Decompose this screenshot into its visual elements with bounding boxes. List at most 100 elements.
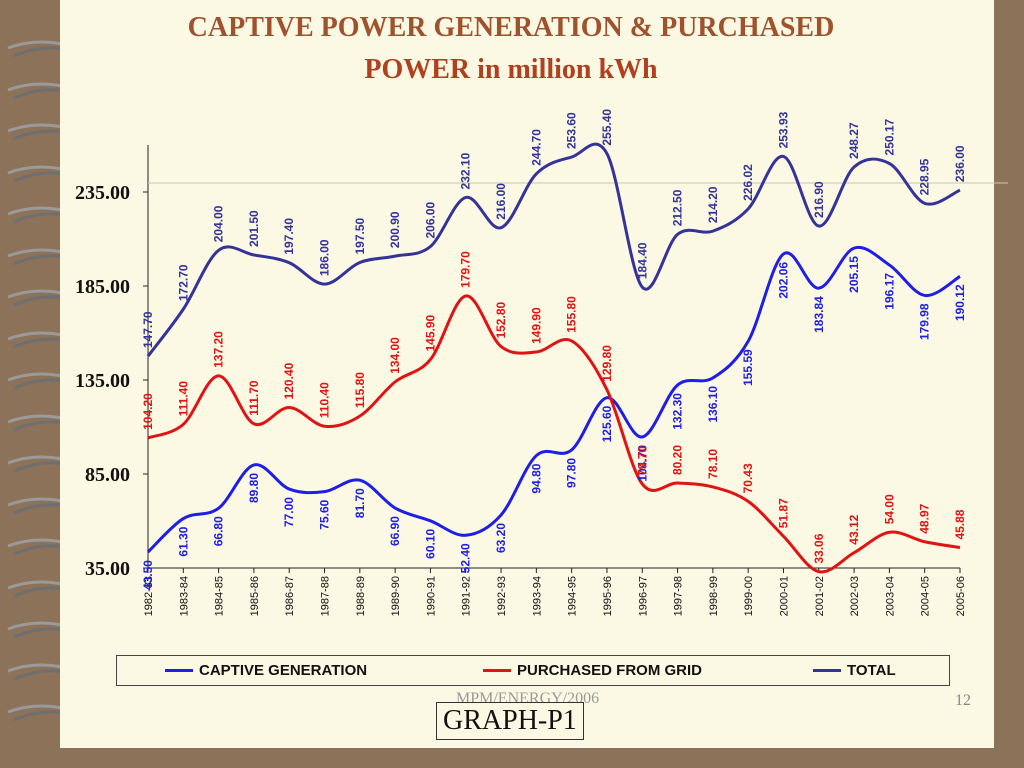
data-label-captive: 104.70 — [635, 445, 649, 482]
data-label-captive: 202.06 — [776, 262, 790, 299]
data-label-purchased: 104.20 — [141, 393, 155, 430]
data-label-captive: 60.10 — [423, 528, 437, 558]
legend-label-captive: CAPTIVE GENERATION — [199, 662, 368, 679]
x-tick-label: 1988-89 — [355, 576, 367, 616]
data-label-captive: 75.60 — [318, 499, 332, 529]
legend-swatch-captive — [165, 669, 193, 672]
data-label-total: 253.60 — [565, 112, 579, 149]
data-label-purchased: 134.00 — [388, 337, 402, 374]
x-tick-label: 1989-90 — [390, 576, 402, 616]
chart-legend: CAPTIVE GENERATION PURCHASED FROM GRID T… — [116, 655, 950, 686]
x-tick-label: 1995-96 — [602, 576, 614, 616]
data-label-captive: 196.17 — [882, 273, 896, 310]
data-label-total: 197.50 — [353, 217, 367, 254]
data-label-captive: 66.90 — [388, 516, 402, 546]
data-label-captive: 61.30 — [176, 526, 190, 556]
legend-swatch-total — [813, 669, 841, 672]
data-label-purchased: 149.90 — [529, 307, 543, 344]
data-label-captive: 89.80 — [247, 473, 261, 503]
legend-label-total: TOTAL — [847, 662, 896, 679]
data-label-purchased: 155.80 — [565, 296, 579, 333]
series-line-captive — [146, 245, 961, 554]
legend-item-captive: CAPTIVE GENERATION — [165, 662, 367, 679]
data-label-captive: 81.70 — [353, 488, 367, 518]
data-label-captive: 125.60 — [600, 405, 614, 442]
data-label-total: 204.00 — [212, 205, 226, 242]
x-tick-label: 2002-03 — [849, 576, 861, 616]
x-tick-label: 1999-00 — [743, 576, 755, 616]
data-label-captive: 155.59 — [741, 349, 755, 386]
data-label-total: 228.95 — [918, 158, 932, 195]
title-line-2: POWER in million kWh — [364, 54, 658, 85]
x-tick-label: 1991-92 — [461, 576, 473, 616]
legend-item-purchased: PURCHASED FROM GRID — [483, 662, 702, 679]
data-label-captive: 132.30 — [671, 393, 685, 430]
data-label-purchased: 137.20 — [212, 331, 226, 368]
data-label-total: 206.00 — [423, 201, 437, 238]
data-label-total: 255.40 — [600, 109, 614, 146]
data-label-purchased: 70.43 — [741, 463, 755, 493]
x-tick-label: 1992-93 — [496, 576, 508, 616]
x-tick-label: 1996-97 — [637, 576, 649, 616]
x-tick-label: 1994-95 — [567, 576, 579, 616]
slide — [60, 0, 994, 748]
data-label-total: 214.20 — [706, 186, 720, 223]
x-tick-label: 1998-99 — [708, 576, 720, 616]
data-label-captive: 190.12 — [953, 284, 967, 321]
data-label-purchased: 120.40 — [282, 362, 296, 399]
y-tick-label: 235.00 — [75, 182, 130, 204]
series-line-total — [146, 142, 961, 358]
graph-label: GRAPH-P1 — [436, 702, 584, 740]
data-label-total: 216.00 — [494, 183, 508, 220]
data-label-total: 236.00 — [953, 145, 967, 182]
y-tick-label: 135.00 — [75, 370, 130, 392]
legend-label-purchased: PURCHASED FROM GRID — [517, 662, 703, 679]
y-tick-label: 185.00 — [75, 276, 130, 298]
data-label-total: 201.50 — [247, 210, 261, 247]
data-label-total: 253.93 — [776, 111, 790, 148]
data-label-purchased: 80.20 — [671, 445, 685, 475]
data-label-total: 200.90 — [388, 211, 402, 248]
data-label-purchased: 129.80 — [600, 345, 614, 382]
data-label-purchased: 152.80 — [494, 302, 508, 339]
legend-swatch-purchased — [483, 669, 511, 672]
x-tick-label: 1985-86 — [249, 576, 261, 616]
data-label-captive: 97.80 — [565, 458, 579, 488]
data-label-total: 232.10 — [459, 152, 473, 189]
data-label-total: 216.90 — [812, 181, 826, 218]
x-tick-label: 1997-98 — [673, 576, 685, 616]
data-label-total: 172.70 — [176, 264, 190, 301]
data-label-captive: 205.15 — [847, 256, 861, 293]
data-label-purchased: 111.70 — [247, 380, 261, 416]
x-tick-label: 1984-85 — [214, 576, 226, 616]
data-label-captive: 179.98 — [918, 303, 932, 340]
legend-item-total: TOTAL — [813, 662, 896, 679]
data-label-captive: 77.00 — [282, 497, 296, 527]
y-tick-label: 85.00 — [85, 464, 130, 486]
data-label-captive: 63.20 — [494, 523, 508, 553]
x-tick-label: 2001-02 — [814, 576, 826, 616]
x-tick-label: 2004-05 — [920, 576, 932, 616]
data-label-purchased: 110.40 — [318, 382, 332, 418]
data-label-total: 250.17 — [882, 118, 896, 155]
x-tick-label: 1990-91 — [425, 576, 437, 616]
x-tick-label: 1983-84 — [178, 576, 190, 616]
data-label-purchased: 115.80 — [353, 372, 367, 408]
chart-title: CAPTIVE POWER GENERATION & PURCHASED POW… — [60, 10, 962, 90]
x-tick-label: 1982-83 — [143, 576, 155, 616]
data-label-total: 186.00 — [318, 239, 332, 276]
data-label-captive: 136.10 — [706, 386, 720, 423]
x-tick-label: 1993-94 — [531, 576, 543, 616]
x-tick-label: 1986-87 — [284, 576, 296, 616]
data-label-captive: 66.80 — [212, 516, 226, 546]
data-label-purchased: 54.00 — [882, 494, 896, 524]
data-label-total: 212.50 — [671, 189, 685, 226]
data-label-captive: 183.84 — [812, 296, 826, 333]
data-label-purchased: 78.10 — [706, 449, 720, 479]
data-label-purchased: 111.40 — [176, 381, 190, 417]
x-tick-label: 2005-06 — [955, 576, 967, 616]
data-label-total: 248.27 — [847, 122, 861, 159]
data-label-purchased: 43.12 — [847, 514, 861, 544]
data-label-purchased: 33.06 — [812, 533, 826, 563]
